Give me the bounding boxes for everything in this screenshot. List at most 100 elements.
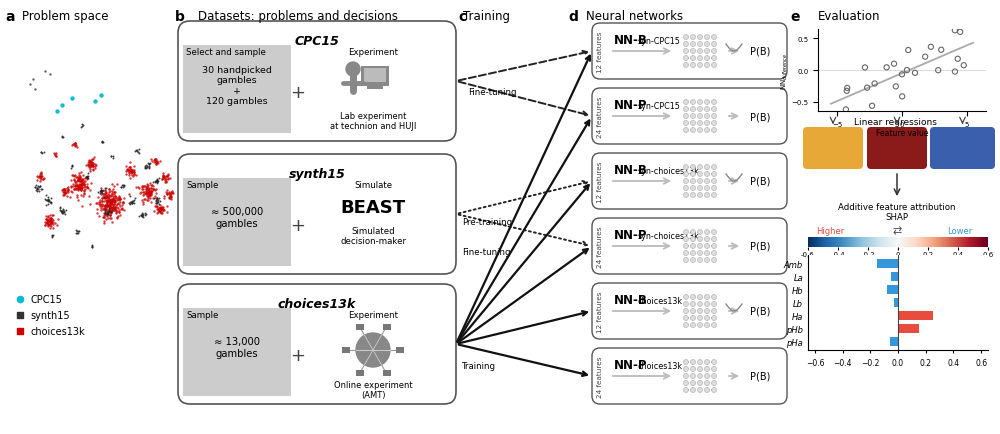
Point <box>103 207 119 214</box>
Point <box>63 188 79 195</box>
Point <box>159 174 175 181</box>
Point <box>135 190 151 197</box>
Point <box>119 167 135 174</box>
Point <box>71 176 87 183</box>
Point <box>105 195 121 202</box>
Point <box>60 187 76 194</box>
Point <box>87 161 103 168</box>
Point <box>74 179 90 186</box>
Circle shape <box>698 107 702 112</box>
Point <box>109 197 125 204</box>
Circle shape <box>698 237 702 242</box>
Point <box>67 140 83 147</box>
Point <box>105 153 121 160</box>
Point <box>140 193 156 200</box>
Circle shape <box>690 381 696 386</box>
Point <box>35 176 51 183</box>
Point <box>44 232 60 239</box>
Point <box>69 183 85 190</box>
Circle shape <box>690 49 696 54</box>
Point <box>71 185 87 192</box>
Point <box>88 162 104 169</box>
Point <box>80 173 96 180</box>
Point <box>102 212 118 219</box>
Point <box>84 243 100 250</box>
Point <box>103 153 119 160</box>
Point <box>144 188 160 195</box>
Point <box>40 222 56 229</box>
Point <box>74 182 90 189</box>
Point <box>64 164 80 171</box>
Point <box>97 202 113 209</box>
Point <box>123 166 139 173</box>
Point <box>102 202 118 209</box>
Point <box>158 178 174 185</box>
Point <box>77 178 93 185</box>
Point <box>101 186 117 193</box>
Point <box>96 207 112 214</box>
Point <box>124 169 140 176</box>
Point <box>42 218 58 225</box>
Point <box>143 182 159 189</box>
Point <box>56 191 72 198</box>
Text: d: d <box>568 10 578 24</box>
X-axis label: Feature value: Feature value <box>876 129 928 138</box>
Point <box>126 169 142 176</box>
Point <box>152 207 168 214</box>
Point <box>94 139 110 146</box>
Point <box>29 173 45 180</box>
Point <box>64 172 80 179</box>
Point <box>102 212 118 219</box>
Point <box>133 213 149 220</box>
Point <box>101 202 117 209</box>
Circle shape <box>704 107 710 112</box>
Point <box>66 174 82 181</box>
Point <box>111 201 127 208</box>
Point <box>149 158 165 165</box>
Point <box>105 155 121 162</box>
Point <box>84 242 100 249</box>
Point <box>54 102 70 109</box>
Point <box>58 207 74 214</box>
Point <box>104 206 120 213</box>
Point <box>124 198 140 205</box>
Point <box>107 204 123 210</box>
Point <box>94 201 110 207</box>
Point <box>141 193 157 200</box>
Point <box>121 169 137 176</box>
Point <box>111 207 127 214</box>
Point <box>66 186 82 193</box>
Point <box>103 154 119 161</box>
FancyBboxPatch shape <box>592 154 787 210</box>
Point <box>158 174 174 181</box>
Point <box>148 190 164 197</box>
Point <box>96 195 112 202</box>
Point <box>78 162 94 169</box>
Point <box>839 88 855 95</box>
Point <box>139 194 155 201</box>
Point <box>96 214 112 220</box>
Text: ≈ 13,000
gambles: ≈ 13,000 gambles <box>214 336 260 358</box>
Point <box>134 184 150 191</box>
Point <box>29 187 45 194</box>
Point <box>52 204 68 211</box>
Point <box>108 210 124 217</box>
Point <box>31 173 47 180</box>
Point <box>148 159 164 166</box>
Point <box>155 175 171 182</box>
Point <box>33 150 49 157</box>
Text: CPC15: CPC15 <box>295 35 339 48</box>
Point <box>141 191 157 197</box>
Point <box>84 162 100 169</box>
Point <box>99 204 115 210</box>
Point <box>867 81 883 88</box>
Point <box>12 328 28 335</box>
Point <box>126 171 142 178</box>
Point <box>152 197 168 204</box>
Point <box>152 207 168 214</box>
Point <box>97 208 113 215</box>
Circle shape <box>684 172 688 177</box>
Point <box>135 183 151 190</box>
Point <box>956 62 972 69</box>
Point <box>56 187 72 194</box>
